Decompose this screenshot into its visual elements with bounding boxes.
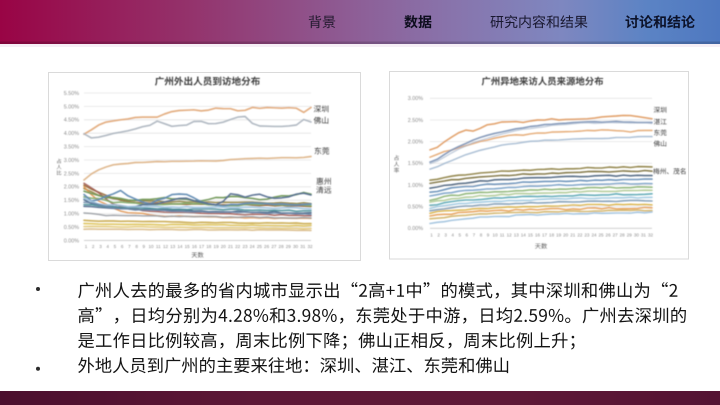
svg-text:14: 14 <box>177 244 183 249</box>
svg-text:24: 24 <box>250 244 256 249</box>
svg-text:15: 15 <box>185 244 191 249</box>
svg-text:8: 8 <box>480 233 483 238</box>
svg-text:3.00%: 3.00% <box>64 158 79 164</box>
svg-text:13: 13 <box>170 244 176 249</box>
svg-text:12: 12 <box>507 233 513 238</box>
svg-text:6: 6 <box>121 244 124 249</box>
svg-text:5: 5 <box>459 233 462 238</box>
svg-text:25: 25 <box>598 233 604 238</box>
svg-text:0.50%: 0.50% <box>64 225 79 231</box>
svg-text:10: 10 <box>148 244 154 249</box>
svg-text:7: 7 <box>473 233 476 238</box>
svg-text:2.00%: 2.00% <box>64 185 79 191</box>
svg-text:20: 20 <box>221 244 227 249</box>
svg-text:23: 23 <box>242 244 248 249</box>
svg-text:16: 16 <box>192 244 198 249</box>
svg-text:16: 16 <box>535 233 541 238</box>
svg-text:0.00%: 0.00% <box>64 238 79 244</box>
svg-text:29: 29 <box>286 244 292 249</box>
svg-text:3: 3 <box>444 233 447 238</box>
svg-text:31: 31 <box>300 244 306 249</box>
svg-text:19: 19 <box>214 244 220 249</box>
svg-text:28: 28 <box>620 233 626 238</box>
svg-text:9: 9 <box>143 244 146 249</box>
svg-text:17: 17 <box>542 233 548 238</box>
svg-text:28: 28 <box>279 244 285 249</box>
svg-text:21: 21 <box>228 244 234 249</box>
svg-text:5.00%: 5.00% <box>64 104 79 110</box>
svg-text:10: 10 <box>493 233 499 238</box>
svg-text:4.00%: 4.00% <box>64 131 79 137</box>
svg-text:30: 30 <box>634 233 640 238</box>
svg-text:18: 18 <box>206 244 212 249</box>
svg-text:15: 15 <box>528 233 534 238</box>
svg-text:31: 31 <box>641 233 647 238</box>
svg-text:3.00%: 3.00% <box>408 96 423 102</box>
svg-text:4.50%: 4.50% <box>64 118 79 124</box>
svg-text:23: 23 <box>584 233 590 238</box>
svg-text:0.00%: 0.00% <box>408 226 423 232</box>
svg-text:2.50%: 2.50% <box>408 118 423 124</box>
svg-text:19: 19 <box>556 233 562 238</box>
svg-text:6: 6 <box>466 233 469 238</box>
svg-text:22: 22 <box>235 244 241 249</box>
svg-text:4: 4 <box>106 244 109 249</box>
svg-text:11: 11 <box>156 244 161 249</box>
svg-text:1: 1 <box>430 233 433 238</box>
svg-text:4: 4 <box>451 233 454 238</box>
svg-text:5: 5 <box>114 244 117 249</box>
svg-text:27: 27 <box>271 244 277 249</box>
svg-text:21: 21 <box>570 233 576 238</box>
svg-text:3: 3 <box>99 244 102 249</box>
svg-text:2: 2 <box>92 244 95 249</box>
svg-text:12: 12 <box>163 244 169 249</box>
svg-text:9: 9 <box>487 233 490 238</box>
svg-text:11: 11 <box>500 233 505 238</box>
svg-text:0.50%: 0.50% <box>408 205 423 211</box>
svg-text:22: 22 <box>577 233 583 238</box>
svg-text:29: 29 <box>627 233 633 238</box>
svg-text:32: 32 <box>307 244 313 249</box>
svg-text:17: 17 <box>199 244 205 249</box>
svg-text:14: 14 <box>521 233 527 238</box>
svg-text:5.50%: 5.50% <box>64 91 79 97</box>
svg-text:20: 20 <box>563 233 569 238</box>
svg-text:1.50%: 1.50% <box>408 161 423 167</box>
svg-text:1.00%: 1.00% <box>408 183 423 189</box>
svg-text:13: 13 <box>514 233 520 238</box>
svg-text:2.00%: 2.00% <box>408 140 423 146</box>
svg-text:3.50%: 3.50% <box>64 145 79 151</box>
svg-text:30: 30 <box>293 244 299 249</box>
svg-text:24: 24 <box>591 233 597 238</box>
svg-text:2: 2 <box>437 233 440 238</box>
svg-text:32: 32 <box>648 233 654 238</box>
svg-text:2.50%: 2.50% <box>64 171 79 177</box>
svg-text:7: 7 <box>128 244 131 249</box>
svg-text:26: 26 <box>606 233 612 238</box>
svg-text:25: 25 <box>257 244 263 249</box>
svg-text:26: 26 <box>264 244 270 249</box>
svg-text:27: 27 <box>613 233 619 238</box>
svg-text:8: 8 <box>135 244 138 249</box>
svg-text:1.50%: 1.50% <box>64 198 79 204</box>
svg-text:1: 1 <box>85 244 88 249</box>
svg-text:1.00%: 1.00% <box>64 212 79 218</box>
svg-text:18: 18 <box>549 233 555 238</box>
